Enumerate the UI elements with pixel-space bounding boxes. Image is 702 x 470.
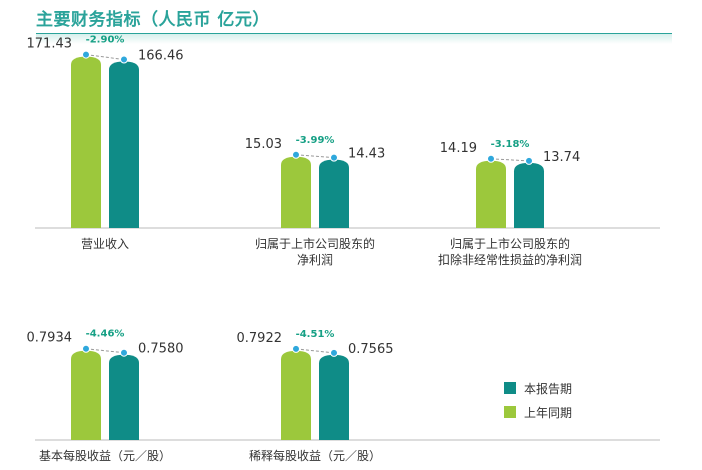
change-percent-label: -2.90% — [86, 35, 125, 46]
marker-dot-previous — [487, 154, 495, 163]
page-title: 主要财务指标（人民币 亿元） — [36, 10, 270, 30]
bar-current — [514, 162, 544, 228]
data-label-previous: 15.03 — [245, 137, 282, 152]
legend-swatch-previous — [504, 406, 516, 418]
bar-previous — [281, 156, 311, 228]
bar-previous — [71, 56, 101, 228]
bar-previous — [71, 350, 101, 440]
category-label: 归属于上市公司股东的 — [255, 236, 375, 251]
change-percent-label: -3.18% — [491, 139, 530, 150]
data-label-current: 13.74 — [543, 150, 580, 165]
legend-label-current: 本报告期 — [524, 382, 573, 396]
data-label-previous: 14.19 — [440, 141, 477, 156]
marker-dot-previous — [82, 344, 90, 353]
marker-dot-current — [525, 156, 533, 165]
bar-current — [109, 354, 139, 440]
category-label: 扣除非经常性损益的净利润 — [438, 252, 582, 267]
category-label: 营业收入 — [81, 237, 129, 251]
marker-dot-current — [120, 348, 128, 357]
category-label: 基本每股收益（元／股） — [39, 448, 171, 463]
category-label: 稀释每股收益（元／股） — [249, 448, 381, 463]
change-connector-line — [295, 154, 335, 159]
marker-dot-previous — [292, 150, 300, 159]
change-percent-label: -4.46% — [86, 329, 125, 340]
marker-dot-previous — [292, 344, 300, 353]
change-connector-line — [490, 158, 530, 162]
legend-item-previous: 上年同期 — [504, 404, 664, 422]
change-percent-label: -3.99% — [296, 135, 335, 146]
change-connector-line — [295, 348, 335, 354]
data-label-current: 0.7580 — [138, 342, 184, 357]
bar-previous — [476, 160, 506, 228]
bar-current — [319, 354, 349, 440]
bar-current — [109, 61, 139, 228]
marker-dot-current — [330, 348, 338, 357]
marker-dot-previous — [82, 50, 90, 59]
data-label-previous: 171.43 — [27, 37, 73, 52]
bar-current — [319, 159, 349, 228]
legend-label-previous: 上年同期 — [524, 406, 573, 420]
legend-item-current: 本报告期 — [504, 380, 664, 398]
bar-previous — [281, 350, 311, 440]
data-label-current: 0.7565 — [348, 342, 394, 357]
change-percent-label: -4.51% — [296, 329, 335, 340]
category-label: 净利润 — [297, 253, 333, 267]
marker-dot-current — [120, 55, 128, 64]
data-label-previous: 0.7934 — [27, 331, 73, 346]
category-label: 归属于上市公司股东的 — [450, 236, 570, 251]
data-label-current: 166.46 — [138, 49, 184, 64]
legend-swatch-current — [504, 382, 516, 394]
title-divider — [36, 33, 672, 44]
marker-dot-current — [330, 153, 338, 162]
change-connector-line — [85, 348, 125, 354]
data-label-previous: 0.7922 — [237, 331, 283, 346]
change-connector-line — [85, 54, 125, 61]
data-label-current: 14.43 — [348, 147, 385, 162]
